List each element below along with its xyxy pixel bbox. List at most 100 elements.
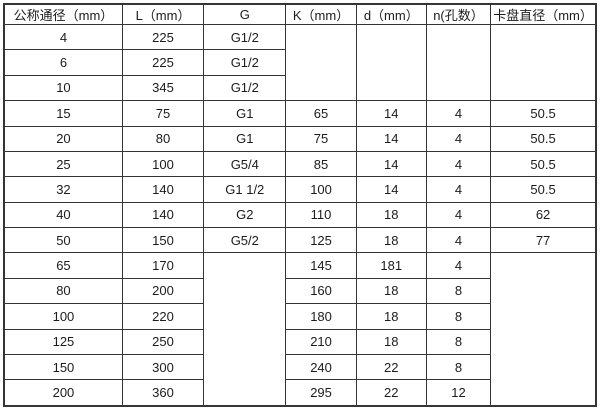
table-cell: 8 <box>425 353 492 381</box>
table-cell: 4 <box>425 150 492 178</box>
table-cell: 4 <box>425 252 492 279</box>
table-cell: 345 <box>121 74 205 102</box>
table-cell: 110 <box>285 201 357 229</box>
table-cell: 50.5 <box>490 150 597 178</box>
table-cell: 8 <box>425 277 492 305</box>
table-cell: G1/2 <box>203 74 287 102</box>
table-row: 150 300 240 22 8 <box>3 353 596 381</box>
table-cell: 22 <box>355 353 427 381</box>
column-header: d（mm） <box>355 3 427 25</box>
table-cell: 4 <box>425 226 492 254</box>
table-cell: 75 <box>285 125 357 152</box>
table-cell: 18 <box>355 328 427 355</box>
table-cell: 8 <box>425 328 492 355</box>
table-cell: 100 <box>285 176 357 203</box>
table-cell: 80 <box>3 277 123 305</box>
table-cell: 4 <box>425 176 492 203</box>
table-cell: 240 <box>285 353 357 381</box>
table-cell: 4 <box>425 125 492 152</box>
table-cell: G1/2 <box>203 49 287 76</box>
table-row: 25 100 G5/4 85 14 4 50.5 <box>3 150 597 178</box>
table-cell: 360 <box>121 379 205 407</box>
table-cell: 32 <box>3 176 123 203</box>
table-cell: 6 <box>3 49 123 76</box>
table-cell: 65 <box>3 252 123 279</box>
table-cell <box>203 252 287 407</box>
table-cell: 14 <box>355 125 427 152</box>
table-cell: 77 <box>490 226 597 254</box>
table-row: 20 80 G1 75 14 4 50.5 <box>3 125 597 152</box>
table-cell: 140 <box>121 201 205 229</box>
table-cell <box>355 23 427 102</box>
table-cell: 100 <box>121 150 205 178</box>
table-cell: G1 <box>203 100 287 127</box>
table-cell: 145 <box>285 252 357 279</box>
table-cell: 25 <box>3 150 123 178</box>
table-row: 15 75 G1 65 14 4 50.5 <box>3 100 597 127</box>
table-cell: 50 <box>3 226 123 254</box>
table-cell: 170 <box>121 252 205 279</box>
table-cell: 50.5 <box>490 100 597 127</box>
table-cell: 295 <box>285 379 357 407</box>
table-cell: 100 <box>3 303 123 330</box>
table-cell: 15 <box>3 100 123 127</box>
table-cell <box>490 252 597 407</box>
table-row: 32 140 G1 1/2 100 14 4 50.5 <box>3 176 597 203</box>
table-cell: 140 <box>121 176 205 203</box>
table-cell: G2 <box>203 201 287 229</box>
table-row: 200 360 295 22 12 <box>3 379 596 407</box>
table-cell: 62 <box>490 201 597 229</box>
table-cell: 50.5 <box>490 125 597 152</box>
table-cell: 65 <box>285 100 357 127</box>
table-row: 公称通径（mm） L（mm） G K（mm） d（mm） n(孔数） 卡盘直径（mm） <box>3 3 597 25</box>
table-cell: 14 <box>355 100 427 127</box>
table-cell: 150 <box>3 353 123 381</box>
table-cell: 50.5 <box>490 176 597 203</box>
table-cell: 18 <box>355 303 427 330</box>
table-cell: 181 <box>355 252 427 279</box>
table-cell: 225 <box>121 23 205 51</box>
table-row: 40 140 G2 110 18 4 62 <box>3 201 597 229</box>
table-cell: 14 <box>355 150 427 178</box>
table-row: 6 225 G1/2 <box>3 49 596 76</box>
table-body: 4 225 G1/2 6 225 G1/2 10 345 G1/2 15 75 G1 65 14 4 50.5… <box>3 23 597 407</box>
table-cell <box>285 23 357 102</box>
table-header-row: 公称通径（mm） L（mm） G K（mm） d（mm） n(孔数） 卡盘直径（mm） <box>3 3 597 25</box>
column-header: K（mm） <box>285 3 357 25</box>
table-row: 4 225 G1/2 <box>3 23 597 102</box>
table-cell <box>425 23 492 102</box>
table-cell: 180 <box>285 303 357 330</box>
column-header: 卡盘直径（mm） <box>490 3 597 25</box>
column-header: G <box>203 3 287 25</box>
table-cell: 20 <box>3 125 123 152</box>
table-cell: 4 <box>425 100 492 127</box>
table-cell: 14 <box>355 176 427 203</box>
table-cell: 18 <box>355 277 427 305</box>
table-cell: G1 1/2 <box>203 176 287 203</box>
table-cell: 200 <box>3 379 123 407</box>
table-cell: 300 <box>121 353 205 381</box>
table-cell: 40 <box>3 201 123 229</box>
table-cell: 250 <box>121 328 205 355</box>
table-cell <box>490 23 597 102</box>
table-cell: 18 <box>355 201 427 229</box>
table-cell: 125 <box>3 328 123 355</box>
table-cell: G5/4 <box>203 150 287 178</box>
table-cell: 220 <box>121 303 205 330</box>
table-cell: 125 <box>285 226 357 254</box>
table-row: 80 200 160 18 8 <box>3 277 596 305</box>
table-cell: 200 <box>121 277 205 305</box>
table-cell: 225 <box>121 49 205 76</box>
table-cell: G1/2 <box>203 23 287 51</box>
table-row: 50 150 G5/2 125 18 4 77 <box>3 226 597 254</box>
column-header: 公称通径（mm） <box>3 3 123 25</box>
table-cell: 10 <box>3 74 123 102</box>
table-cell: G5/2 <box>203 226 287 254</box>
column-header: L（mm） <box>121 3 205 25</box>
table-cell: 85 <box>285 150 357 178</box>
table-cell: 4 <box>425 201 492 229</box>
column-header: n(孔数） <box>425 3 492 25</box>
table-row: 125 250 210 18 8 <box>3 328 596 355</box>
table-cell: 18 <box>355 226 427 254</box>
